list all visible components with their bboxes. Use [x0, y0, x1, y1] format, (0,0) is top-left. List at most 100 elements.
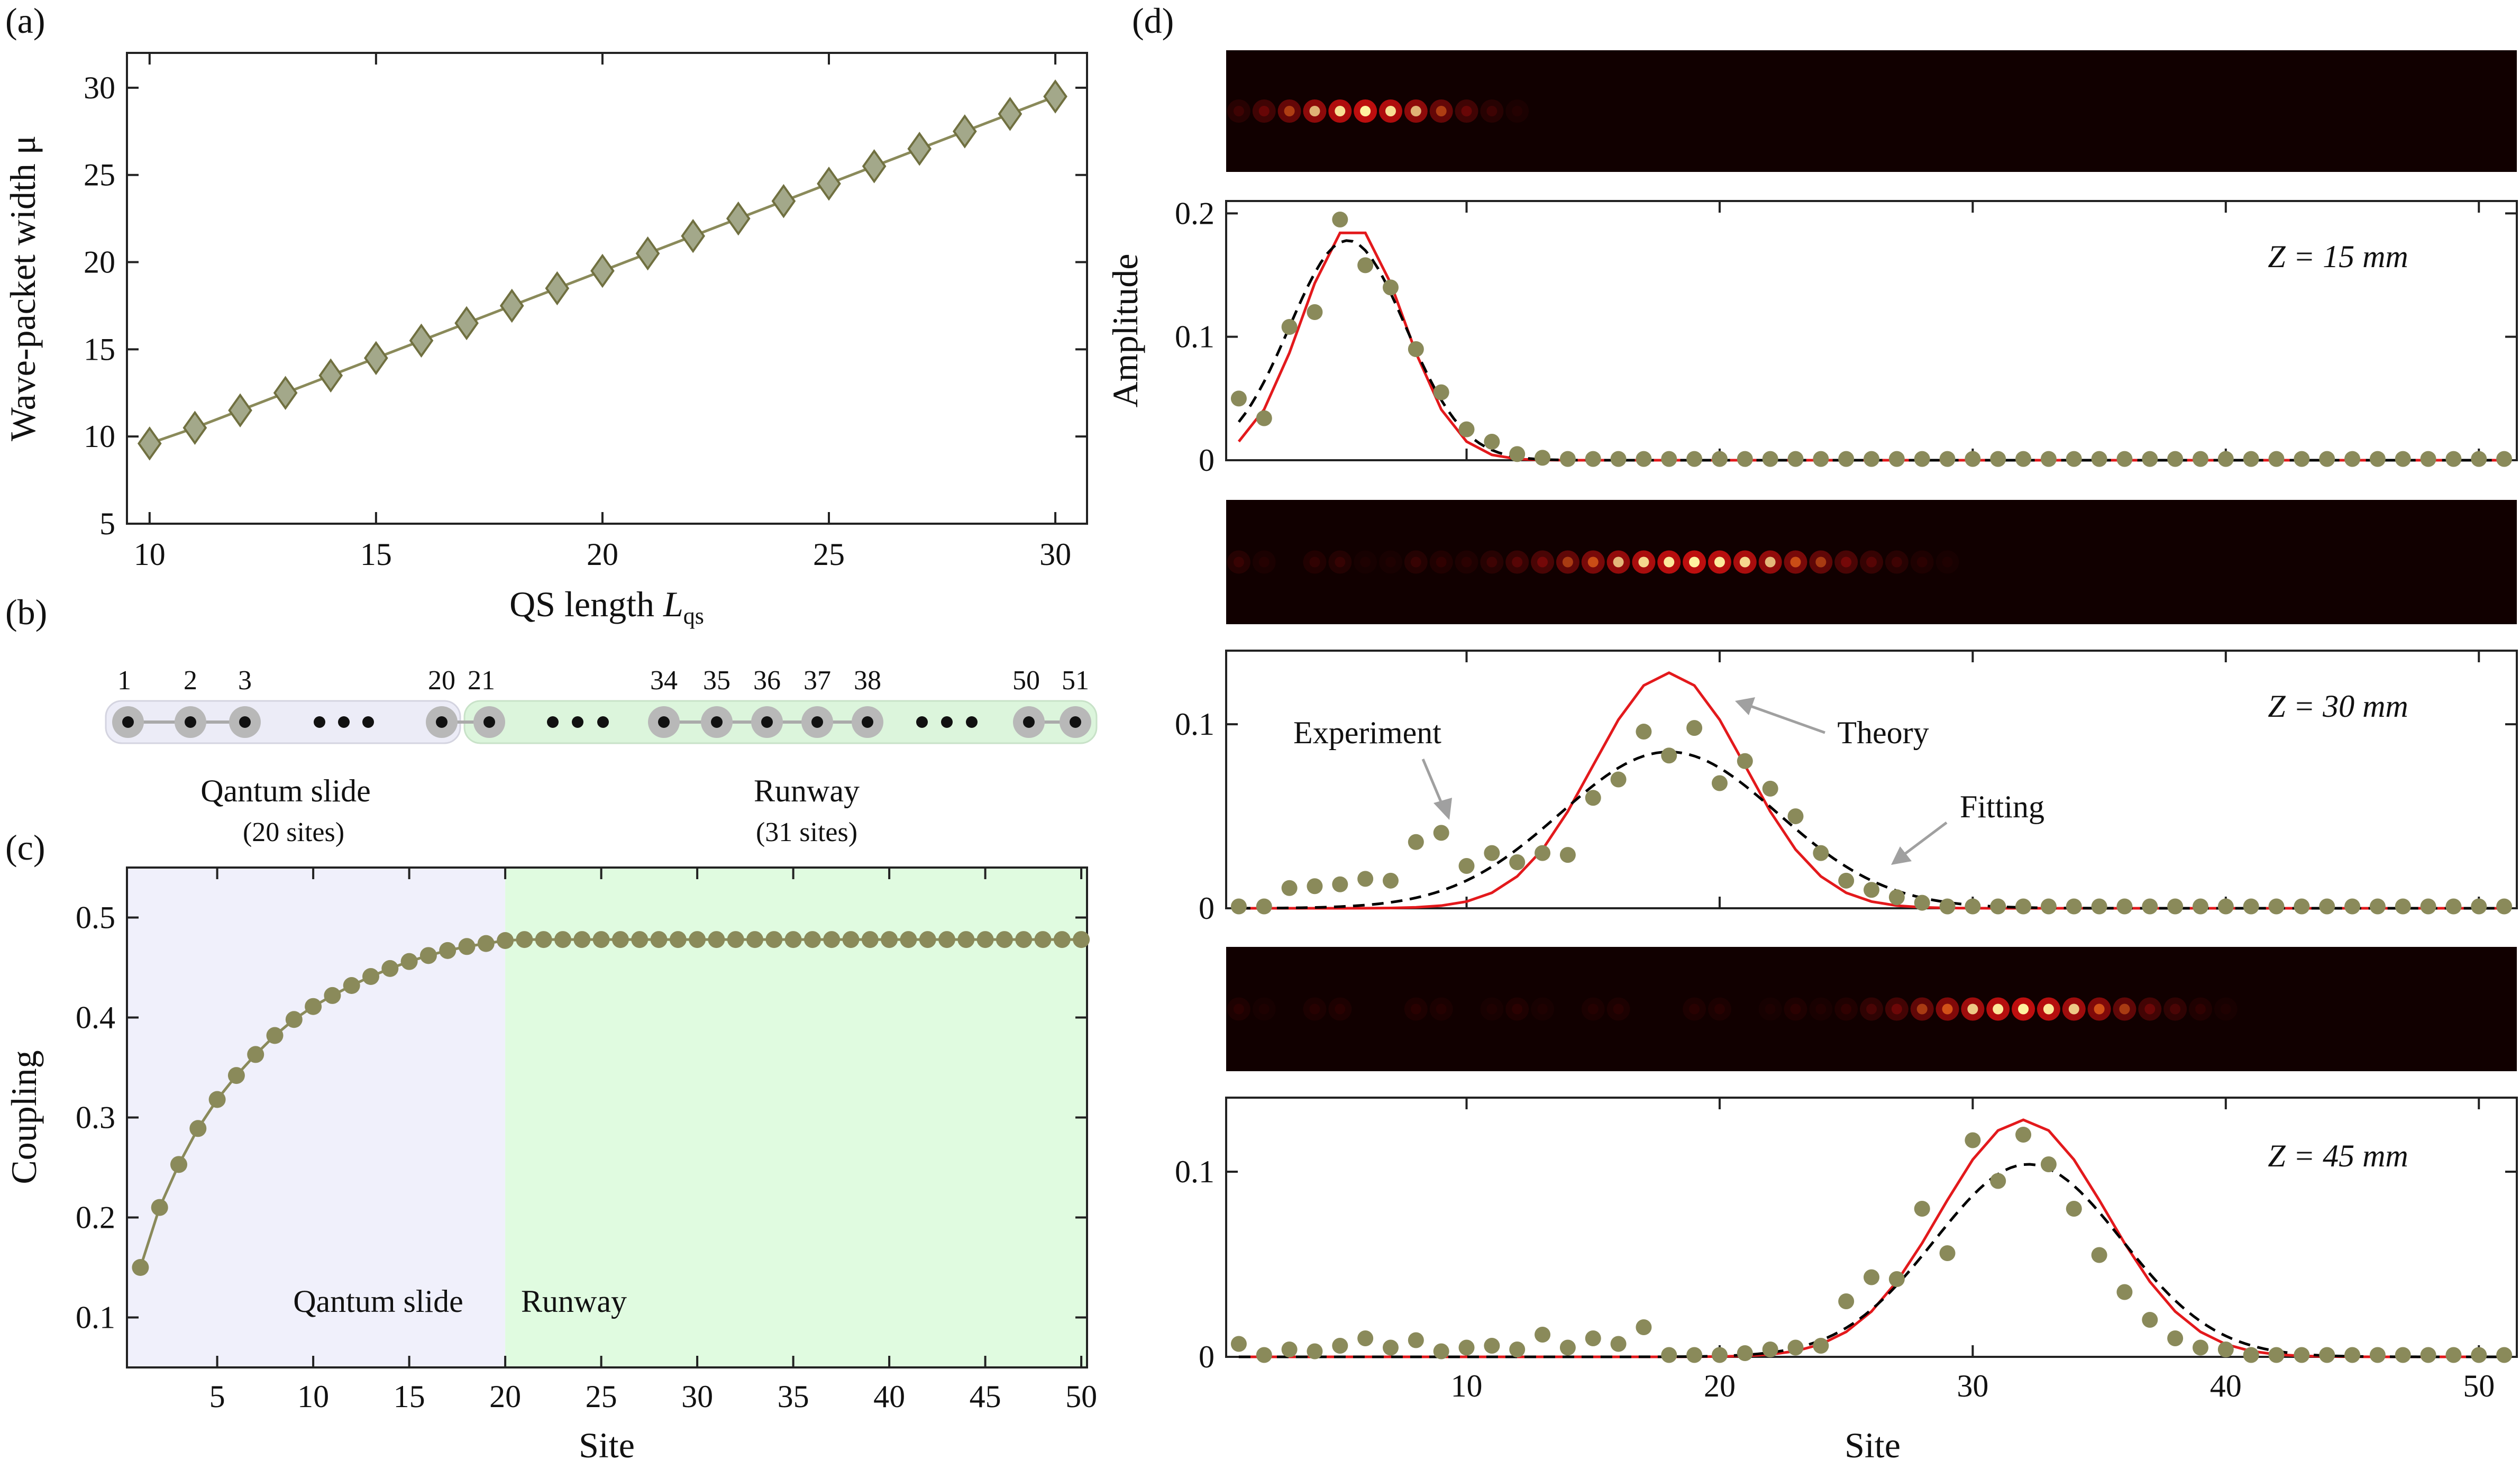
beam-image-30mm — [1226, 500, 2517, 624]
experiment-point — [1281, 319, 1298, 335]
beam-spot — [1227, 997, 1250, 1021]
c-data-point — [439, 942, 456, 959]
experiment-label: Experiment — [1293, 715, 1441, 750]
site-number: 2 — [184, 665, 197, 696]
beam-spot-core — [2119, 1003, 2130, 1015]
d-ylabel: Amplitude — [1105, 254, 1145, 408]
runway-site-core — [1070, 716, 1081, 728]
beam-spot-core — [1233, 1003, 1244, 1015]
experiment-point — [2167, 451, 2184, 467]
beam-spot-core — [1790, 556, 1801, 568]
beam-spot-core — [1309, 556, 1320, 568]
site-number: 34 — [650, 665, 678, 696]
experiment-point — [1762, 1342, 1778, 1357]
runway-site-core — [761, 716, 773, 728]
a-data-point — [862, 149, 887, 184]
experiment-point — [1610, 771, 1627, 788]
beam-spot-core — [2170, 1003, 2181, 1015]
c-data-point — [842, 931, 860, 948]
d2-annotation: Z = 30 mm — [2268, 689, 2408, 724]
experiment-point — [1939, 898, 1956, 915]
ellipsis-dot — [338, 716, 350, 728]
beam-spot-core — [1613, 1003, 1624, 1015]
beam-spot-core — [1765, 556, 1776, 568]
beam-spot — [1227, 550, 1250, 574]
c-data-point — [535, 931, 552, 948]
beam-background — [1226, 500, 2517, 624]
c-xtick-label: 10 — [297, 1379, 329, 1414]
experiment-point — [2015, 1127, 2032, 1143]
experiment-point — [1559, 847, 1576, 863]
experiment-point — [1990, 1173, 2006, 1189]
theory-arrowhead — [1735, 697, 1755, 715]
experiment-point — [1307, 304, 1323, 320]
site-number: 38 — [854, 665, 881, 696]
a-ytick-label: 5 — [99, 506, 115, 541]
d-xlabel: Site — [1845, 1425, 1901, 1465]
beam-spot-core — [1664, 556, 1675, 568]
experiment-point — [2319, 898, 2335, 915]
experiment-point — [1990, 898, 2006, 915]
beam-spot-core — [1436, 1003, 1447, 1015]
c-data-point — [305, 998, 322, 1015]
c-xtick-label: 15 — [394, 1379, 425, 1414]
experiment-point — [2445, 898, 2462, 915]
ellipsis-dot — [314, 716, 325, 728]
beam-spot — [1885, 550, 1909, 574]
beam-spot-core — [1385, 106, 1396, 116]
experiment-point — [2496, 898, 2513, 915]
experiment-point — [2243, 451, 2259, 467]
beam-spot-core — [1436, 106, 1447, 116]
beam-spot-core — [1259, 1004, 1270, 1015]
beam-spot-core — [1258, 556, 1270, 568]
fitting-curve — [1238, 750, 2505, 910]
experiment-point — [1458, 857, 1475, 874]
beam-spot — [1505, 550, 1529, 574]
beam-spot-core — [1993, 1003, 2004, 1015]
beam-spot — [1683, 997, 1706, 1021]
experiment-point — [1864, 451, 1879, 467]
experiment-point — [2294, 451, 2310, 467]
c-data-point — [151, 1199, 168, 1216]
experiment-point — [1661, 451, 1677, 467]
experiment-point — [1762, 451, 1778, 467]
runway-site-core — [862, 716, 873, 728]
experiment-point — [2066, 898, 2082, 915]
experiment-point — [1408, 341, 1424, 357]
d3-frame — [1225, 1097, 2518, 1358]
c-data-point — [573, 931, 591, 948]
beam-spot — [1455, 99, 1478, 123]
experiment-point — [1408, 1332, 1424, 1348]
a-data-point — [409, 323, 434, 358]
site-number: 36 — [753, 665, 781, 696]
c-data-point — [689, 931, 706, 948]
c-xtick-label: 45 — [970, 1379, 1001, 1414]
experiment-point — [1535, 1327, 1551, 1343]
experiment-point — [2420, 451, 2436, 467]
beam-spot-core — [1739, 556, 1750, 568]
experiment-point — [2445, 1347, 2462, 1363]
beam-spot — [1556, 550, 1579, 574]
beam-spot-core — [1335, 1003, 1346, 1015]
fitting-arrow — [1903, 822, 1948, 855]
experiment-point — [1484, 1338, 1500, 1354]
experiment-point — [1307, 878, 1323, 895]
experiment-point — [1382, 1339, 1399, 1356]
beam-spot-core — [1537, 556, 1548, 568]
experiment-point — [2066, 1201, 2082, 1217]
a-data-point — [907, 132, 932, 166]
c-data-point — [516, 931, 533, 948]
beam-spot-core — [2018, 1003, 2029, 1015]
c-data-point — [881, 931, 898, 948]
experiment-point — [1711, 451, 1728, 467]
experiment-point — [2395, 1347, 2411, 1363]
experiment-point — [2167, 1330, 2184, 1346]
beam-spot — [1505, 997, 1529, 1021]
experiment-point — [1357, 1330, 1374, 1346]
ellipsis-dot — [572, 716, 583, 728]
beam-spot-core — [1638, 556, 1649, 568]
c-ytick-label: 0.5 — [76, 900, 115, 935]
a-ytick-label: 20 — [84, 245, 115, 280]
a-data-point — [998, 97, 1022, 131]
